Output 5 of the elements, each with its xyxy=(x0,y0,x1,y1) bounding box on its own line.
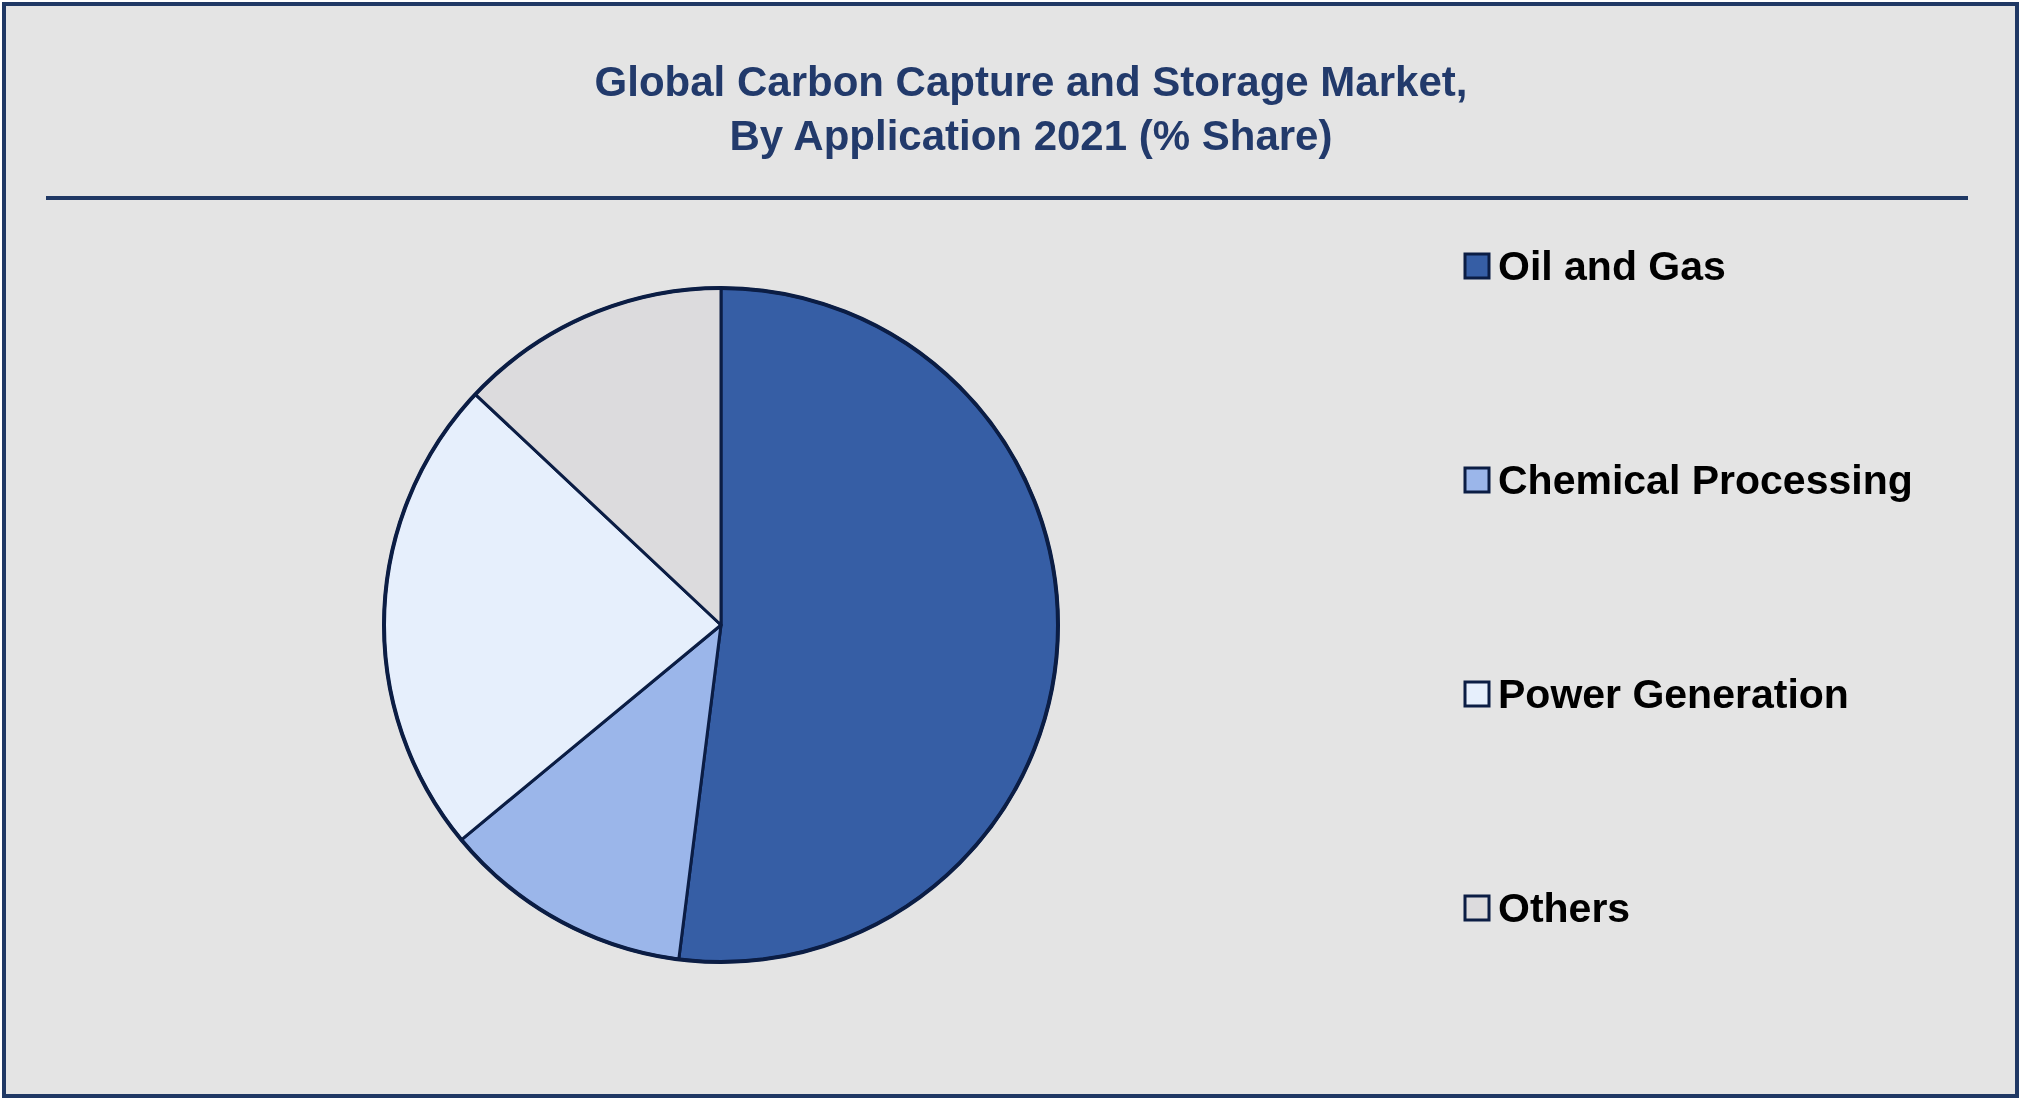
legend-label: Oil and Gas xyxy=(1498,243,1726,290)
legend-label: Others xyxy=(1498,885,1631,932)
legend-label: Power Generation xyxy=(1498,671,1849,718)
chart-title: Global Carbon Capture and Storage Market, By Application 2021 (% Share) xyxy=(594,58,1468,159)
legend-label: Chemical Processing xyxy=(1498,457,1913,504)
